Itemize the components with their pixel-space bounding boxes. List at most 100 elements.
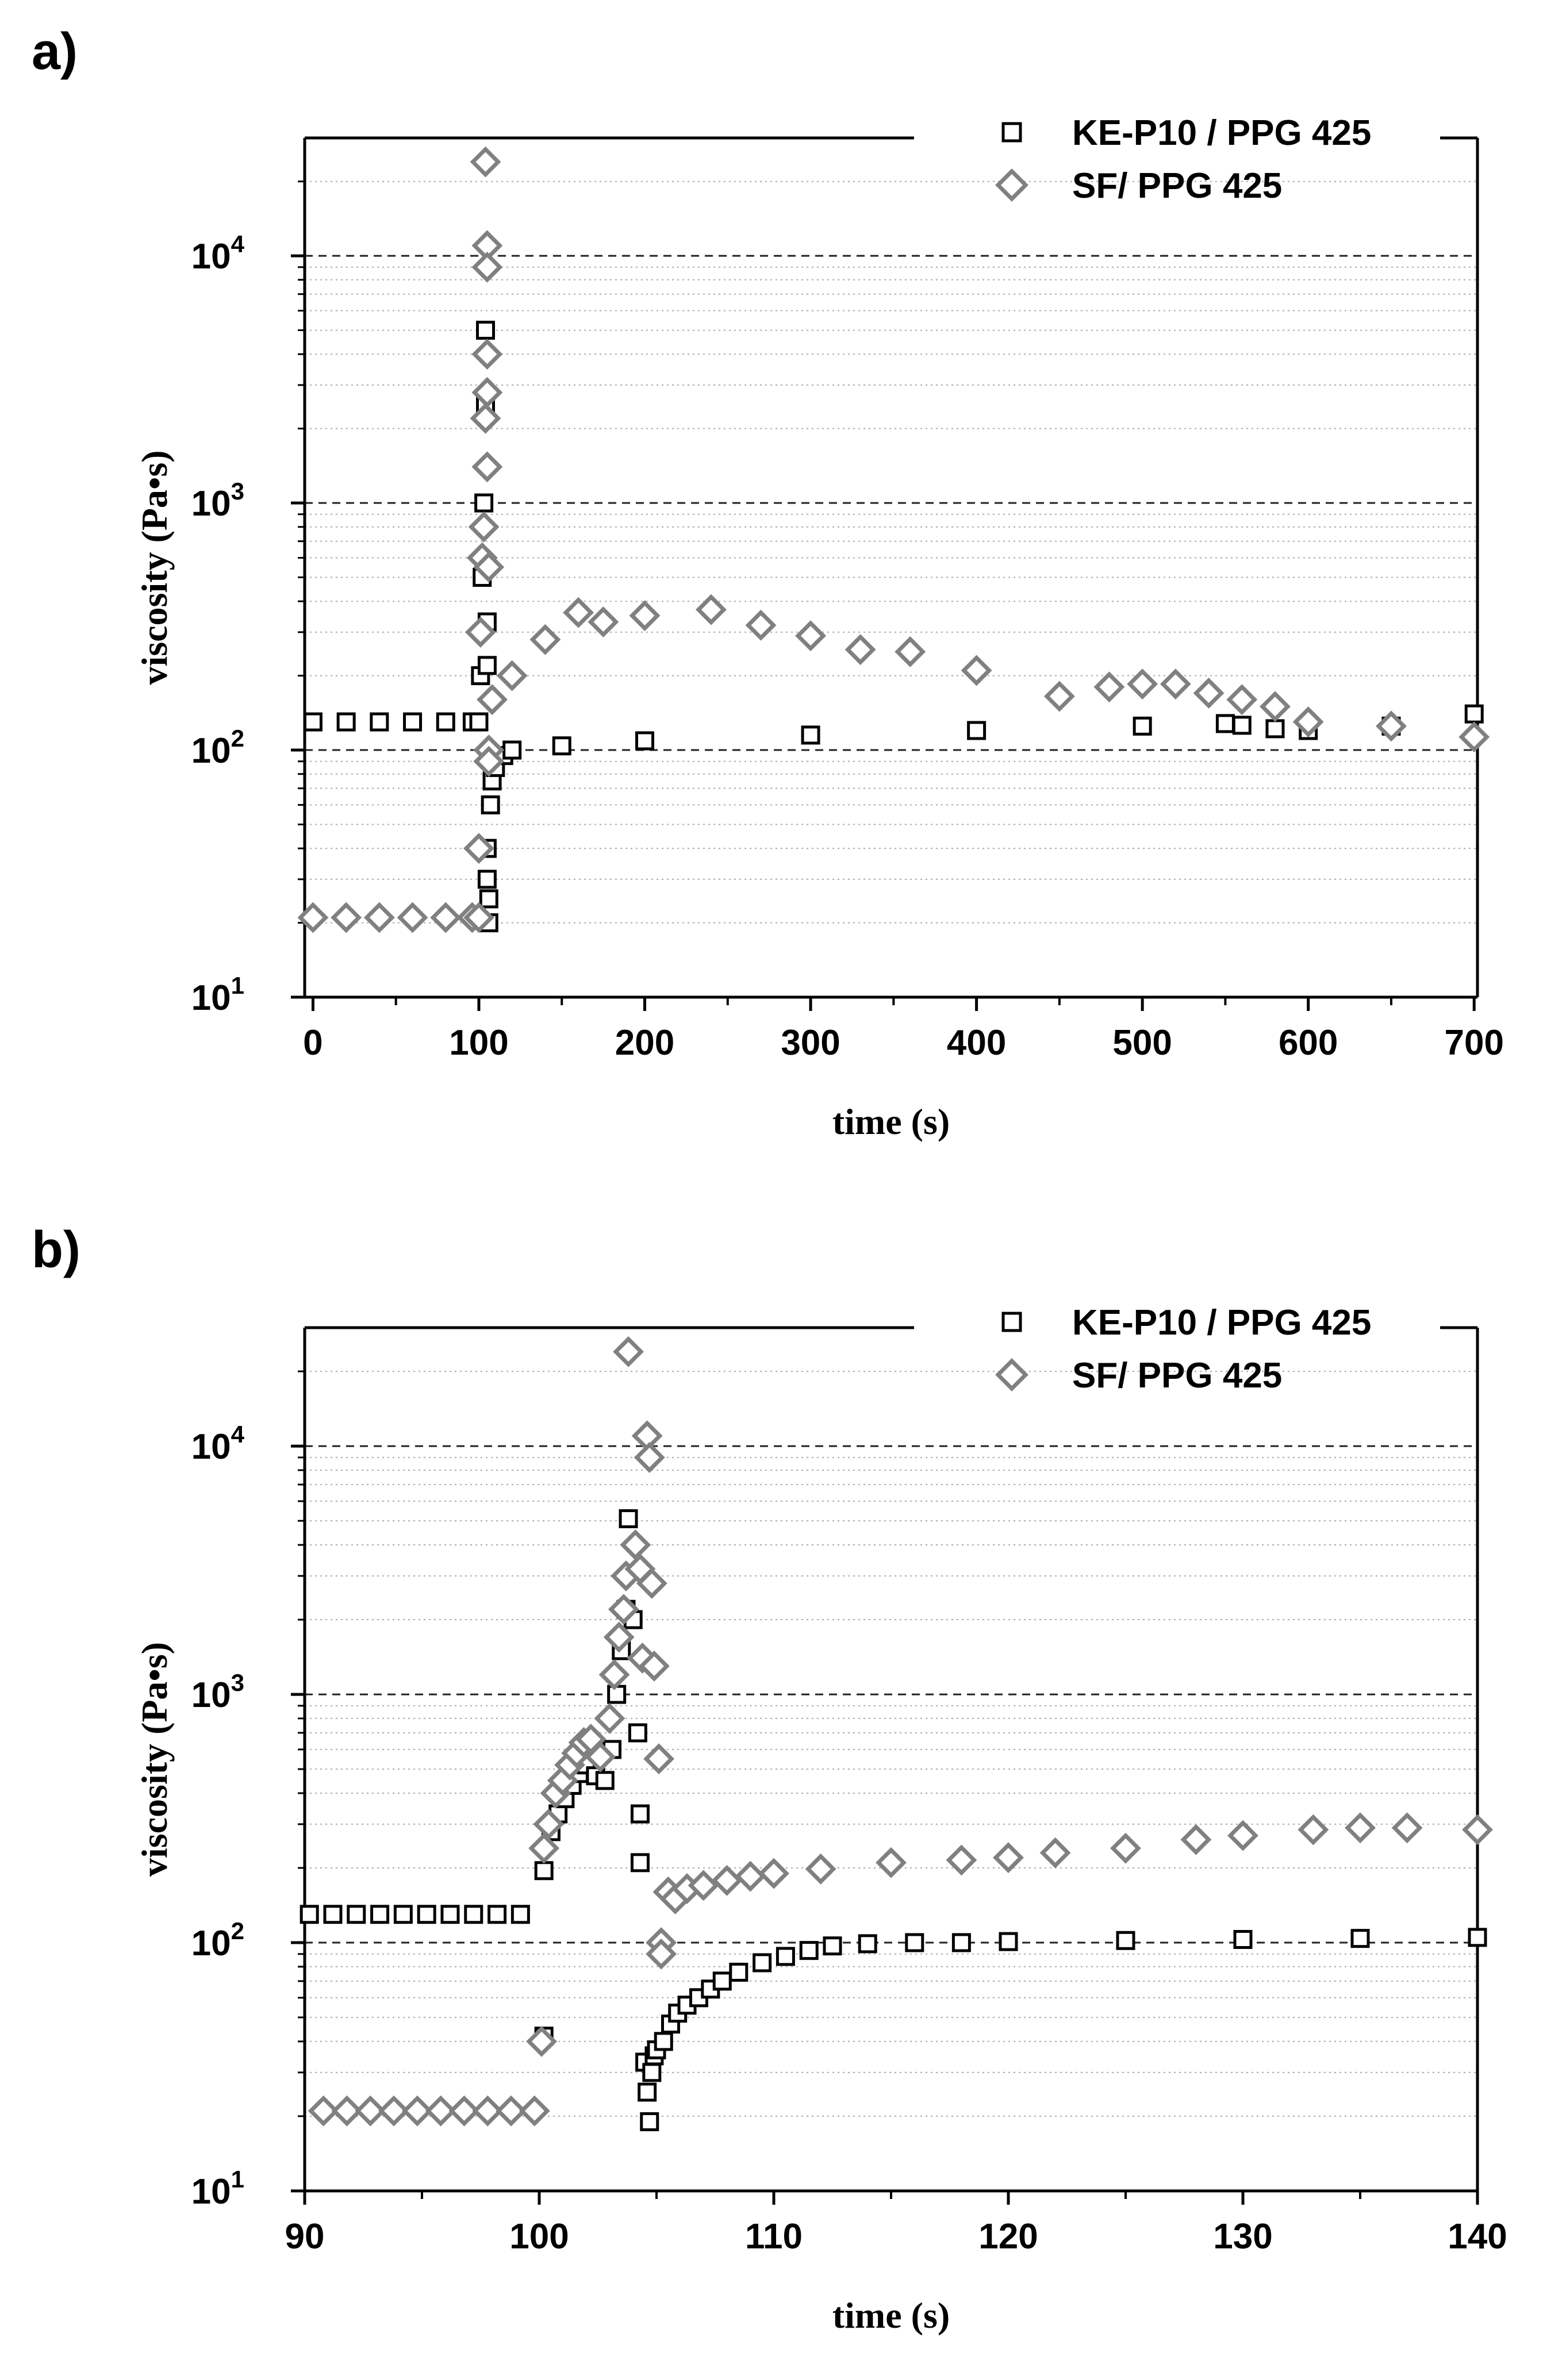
data-point-square: [642, 2063, 662, 2082]
y-tick-base: 10: [191, 1427, 231, 1467]
data-point-diamond: [636, 1567, 667, 1599]
data-point-square: [417, 1905, 436, 1924]
data-point-square: [1350, 1929, 1370, 1948]
data-point-diamond: [1226, 684, 1258, 716]
y-tick-exponent: 1: [231, 2166, 244, 2193]
y-tick-exponent: 3: [231, 1669, 244, 1696]
data-point-diamond: [297, 902, 329, 933]
data-point-diamond: [805, 1853, 836, 1885]
y-tick-base: 10: [191, 978, 231, 1018]
data-point-diamond: [1292, 706, 1324, 738]
legend-label: SF/ PPG 425: [1072, 1356, 1282, 1395]
data-point-diamond: [629, 600, 661, 632]
data-point-diamond: [1039, 1837, 1071, 1868]
data-point-square: [1233, 1929, 1253, 1949]
data-point-square: [905, 1933, 924, 1952]
data-point-diamond: [465, 616, 496, 648]
legend-marker-diamond: [995, 168, 1028, 202]
data-point-diamond: [355, 2095, 386, 2127]
legend: KE-P10 / PPG 425 SF/ PPG 425: [995, 1303, 1371, 1395]
data-point-square: [858, 1934, 877, 1954]
y-axis-title: viscosity (Pa•s): [134, 450, 175, 685]
data-point-square: [630, 1853, 650, 1873]
y-tick-base: 10: [191, 237, 231, 276]
data-point-square: [477, 656, 497, 675]
data-point-square: [511, 1905, 530, 1924]
data-point-diamond: [711, 1864, 743, 1896]
data-point-diamond: [1260, 691, 1291, 722]
x-axis-title: time (s): [832, 1101, 950, 1142]
data-point-diamond: [1180, 1824, 1212, 1855]
data-point-square: [300, 1905, 319, 1924]
y-tick-exponent: 2: [231, 725, 244, 752]
data-point-square: [502, 740, 522, 760]
data-point-square: [951, 1933, 971, 1952]
data-point-diamond: [1391, 1812, 1423, 1844]
legend: KE-P10 / PPG 425 SF/ PPG 425: [995, 113, 1371, 206]
data-point-square: [1265, 719, 1285, 739]
data-point-diamond: [470, 146, 501, 178]
data-point-square: [799, 1941, 819, 1960]
data-point-diamond: [519, 2095, 550, 2127]
data-point-square: [336, 712, 356, 732]
data-point-square: [776, 1947, 795, 1966]
data-point-square: [823, 1936, 842, 1956]
data-point-diamond: [1298, 1814, 1329, 1845]
data-point-square: [476, 321, 496, 340]
data-point-diamond: [463, 902, 494, 933]
data-point-diamond: [588, 606, 619, 638]
y-tick-base: 10: [191, 1924, 231, 1963]
data-point-square: [552, 736, 571, 756]
data-point-diamond: [1227, 1820, 1258, 1851]
legend-label: KE-P10 / PPG 425: [1072, 1303, 1371, 1343]
data-point-square: [967, 721, 987, 740]
y-tick-exponent: 4: [231, 1421, 245, 1448]
data-point-diamond: [876, 1847, 907, 1878]
y-tick-label: 104: [191, 230, 245, 276]
data-point-square: [635, 731, 655, 751]
data-point-diamond: [735, 1860, 766, 1892]
y-tick-label: 103: [191, 1669, 244, 1715]
data-point-diamond: [1376, 710, 1407, 742]
data-point-diamond: [331, 902, 362, 933]
data-point-diamond: [471, 451, 503, 483]
data-point-diamond: [471, 251, 503, 283]
y-tick-label: 102: [191, 1917, 244, 1963]
data-point-square: [479, 889, 498, 909]
data-point-diamond: [688, 1870, 719, 1901]
minor-gridlines: [305, 180, 1477, 924]
y-tick-exponent: 2: [231, 1917, 244, 1944]
x-tick-label: 400: [947, 1023, 1006, 1063]
data-point-diamond: [563, 597, 594, 628]
data-point-square: [469, 712, 489, 732]
data-point-square: [403, 712, 423, 732]
data-point-square: [1215, 714, 1235, 733]
data-point-diamond: [471, 376, 503, 408]
y-tick-label: 102: [191, 725, 244, 771]
data-point-diamond: [758, 1858, 789, 1889]
data-point-square: [477, 870, 497, 889]
minor-gridlines: [305, 1371, 1477, 2117]
panel-label: b): [32, 1221, 80, 1279]
data-point-diamond: [477, 684, 508, 716]
x-tick-label: 700: [1445, 1023, 1504, 1063]
x-tick-label: 100: [449, 1023, 508, 1063]
data-point-diamond: [1160, 668, 1191, 700]
data-point-square: [303, 712, 323, 732]
data-point-square: [638, 2082, 657, 2102]
legend-marker-diamond: [995, 1358, 1028, 1391]
data-point-diamond: [603, 1621, 635, 1653]
data-point-square: [534, 1861, 554, 1881]
data-point-diamond: [594, 1702, 625, 1734]
x-tick-label: 130: [1213, 2217, 1272, 2256]
data-point-diamond: [473, 745, 505, 777]
x-tick-label: 500: [1112, 1023, 1172, 1063]
legend-marker-square: [1001, 122, 1022, 143]
y-tick-exponent: 3: [231, 478, 244, 505]
y-tick-exponent: 1: [231, 972, 244, 999]
series-sf-ppg425: [308, 1336, 1493, 2127]
data-point-square: [654, 2032, 673, 2051]
x-tick-label: 140: [1448, 2217, 1507, 2256]
